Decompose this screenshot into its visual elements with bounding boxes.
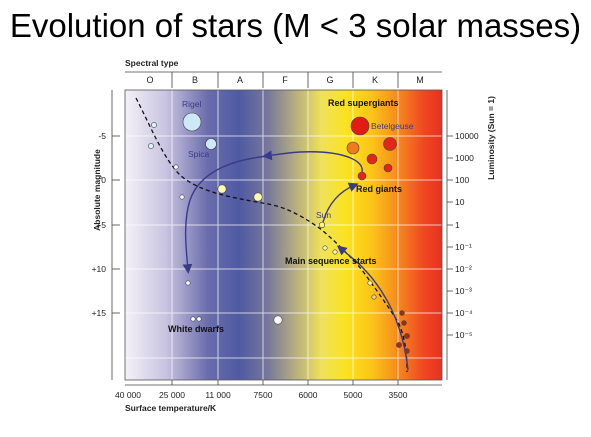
y-left-tick-5: +15: [92, 308, 107, 318]
label-rigel: Rigel: [182, 99, 201, 109]
y-right-tick-3: 100: [455, 175, 469, 185]
y-left-tick-3: +5: [96, 220, 106, 230]
x-ticks: [171, 380, 399, 385]
y-right-axis-label: Luminosity (Sun = 1): [486, 96, 496, 180]
y-right-ticks: [447, 135, 453, 336]
x-tick-7: 3500: [389, 390, 408, 400]
label-spica: Spica: [188, 149, 210, 159]
slide-title: Evolution of stars (M < 3 solar masses): [9, 7, 582, 44]
label-white-dwarfs: White dwarfs: [168, 324, 224, 334]
spectral-class-B: B: [192, 75, 198, 85]
y-right-tick-4: 10: [455, 197, 465, 207]
evolution-track-to-red-giants: [322, 182, 359, 223]
spectral-class-A: A: [237, 75, 243, 85]
y-right-tick-2: 1000: [455, 153, 474, 163]
x-tick-4: 7500: [254, 390, 273, 400]
x-axis-label: Surface temperature/K: [125, 403, 217, 413]
spectral-class-F: F: [282, 75, 288, 85]
star-rigel: [182, 112, 202, 132]
y-right-tick-7: 10⁻²: [455, 264, 472, 274]
x-tick-6: 5000: [344, 390, 363, 400]
evolution-track-to-main-sequence: [336, 245, 409, 371]
y-right-tick-10: 10⁻⁵: [455, 330, 472, 340]
label-sun: Sun: [316, 210, 331, 220]
spectral-type-label: Spectral type: [125, 58, 179, 68]
label-red-supergiants: Red supergiants: [328, 98, 399, 108]
y-left-tick-2: 0: [101, 175, 106, 185]
y-right-tick-6: 10⁻¹: [455, 242, 472, 252]
grid: [125, 90, 442, 380]
label-main-sequence-starts: Main sequence starts: [285, 256, 377, 266]
y-right-tick-9: 10⁻⁴: [455, 308, 473, 318]
plot-frame: [124, 89, 443, 381]
main-sequence-line: [135, 97, 408, 373]
y-right-tick-5: 1: [455, 220, 460, 230]
spectral-class-M: M: [416, 75, 424, 85]
stars: [148, 112, 410, 354]
evolution-track-to-white-dwarfs: [182, 155, 269, 274]
spectral-class-G: G: [326, 75, 333, 85]
star-betelgeuse: [350, 116, 370, 136]
spectral-class-K: K: [372, 75, 378, 85]
star-sun: [318, 221, 326, 229]
y-right-tick-1: 10000: [455, 131, 479, 141]
y-left-tick-1: -5: [98, 131, 106, 141]
y-left-axis-label: Absolute magnitude: [92, 149, 102, 231]
x-tick-2: 25 000: [159, 390, 185, 400]
spectral-class-O: O: [146, 75, 153, 85]
spectral-class-ticks: [171, 72, 399, 88]
y-left-tick-4: +10: [92, 264, 107, 274]
evolution-track-to-helium-flash: [262, 150, 363, 177]
label-red-giants: Red giants: [356, 184, 402, 194]
x-tick-3: 11 000: [205, 390, 231, 400]
star-spica: [205, 138, 217, 150]
y-left-ticks: [112, 135, 120, 314]
spectrum-background: [125, 90, 442, 380]
x-tick-5: 6000: [299, 390, 318, 400]
y-right-tick-8: 10⁻³: [455, 286, 472, 296]
label-betelgeuse: Betelgeuse: [371, 121, 414, 131]
x-tick-1: 40 000: [115, 390, 141, 400]
